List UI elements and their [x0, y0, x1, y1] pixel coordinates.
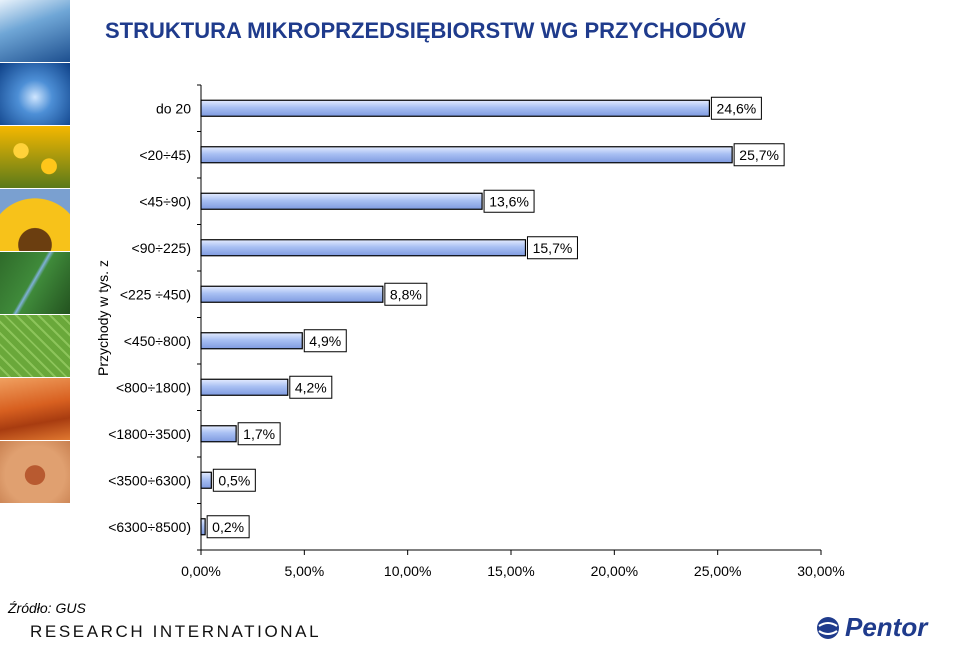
globe-icon: [817, 617, 839, 639]
data-label: 8,8%: [390, 286, 422, 302]
sunflower-photo: [0, 189, 70, 251]
category-label: <3500÷6300): [108, 472, 191, 488]
data-label: 0,5%: [218, 472, 250, 488]
x-tick-label: 5,00%: [284, 563, 324, 579]
sunflower-field-photo: [0, 126, 70, 188]
data-label: 4,2%: [295, 379, 327, 395]
data-label-box: [384, 282, 428, 306]
data-label-box: [526, 236, 578, 260]
x-tick-label: 10,00%: [384, 563, 431, 579]
y-axis-label: Przychody w tys. z: [95, 260, 111, 376]
data-label-box: [303, 329, 347, 353]
x-tick-label: 15,00%: [487, 563, 534, 579]
pentor-wordmark: Pentor: [845, 612, 928, 642]
chart-title: STRUKTURA MIKROPRZEDSIĘBIORSTW WG PRZYCH…: [105, 18, 746, 43]
category-label: <1800÷3500): [108, 426, 191, 442]
bar: [200, 518, 206, 536]
data-label: 4,9%: [309, 333, 341, 349]
data-label: 1,7%: [243, 426, 275, 442]
bar: [200, 285, 384, 303]
data-label-box: [237, 422, 281, 446]
bar: [200, 192, 483, 210]
x-tick-label: 0,00%: [181, 563, 221, 579]
bar: [200, 332, 303, 350]
water-drop-photo: [0, 63, 70, 125]
decorative-photo-strip: [0, 0, 70, 510]
bar: [200, 146, 733, 164]
data-label-box: [710, 96, 762, 120]
data-label: 25,7%: [739, 147, 779, 163]
bar: [200, 471, 212, 489]
forest-river-photo: [0, 252, 70, 314]
data-label-box: [733, 143, 785, 167]
category-label: <90÷225): [132, 240, 191, 256]
category-label: <20÷45): [139, 147, 191, 163]
bar: [200, 239, 527, 257]
bar: [200, 378, 289, 396]
bar: [200, 99, 710, 117]
data-label-box: [483, 189, 535, 213]
category-label: <450÷800): [124, 333, 191, 349]
research-international-logo: RESEARCH INTERNATIONAL: [30, 622, 322, 641]
data-label: 13,6%: [489, 193, 529, 209]
data-label-box: [289, 375, 333, 399]
x-tick-label: 25,00%: [694, 563, 741, 579]
category-label: <6300÷8500): [108, 519, 191, 535]
leaf-photo: [0, 315, 70, 377]
data-label: 0,2%: [212, 519, 244, 535]
category-label: <45÷90): [139, 193, 191, 209]
source-note: Źródło: GUS: [8, 600, 86, 616]
category-label: <225 ÷450): [120, 286, 191, 302]
x-tick-label: 30,00%: [797, 563, 844, 579]
footprint-sand-photo: [0, 441, 70, 503]
category-label: <800÷1800): [116, 379, 191, 395]
data-label-box: [212, 468, 256, 492]
data-label: 24,6%: [717, 100, 757, 116]
x-tick-label: 20,00%: [591, 563, 638, 579]
pentor-logo: Pentor: [815, 612, 957, 642]
data-label: 15,7%: [533, 240, 573, 256]
bar: [200, 425, 237, 443]
desert-dunes-photo: [0, 378, 70, 440]
wave-photo: [0, 0, 70, 62]
category-label: do 20: [156, 100, 191, 116]
data-label-box: [206, 515, 250, 539]
